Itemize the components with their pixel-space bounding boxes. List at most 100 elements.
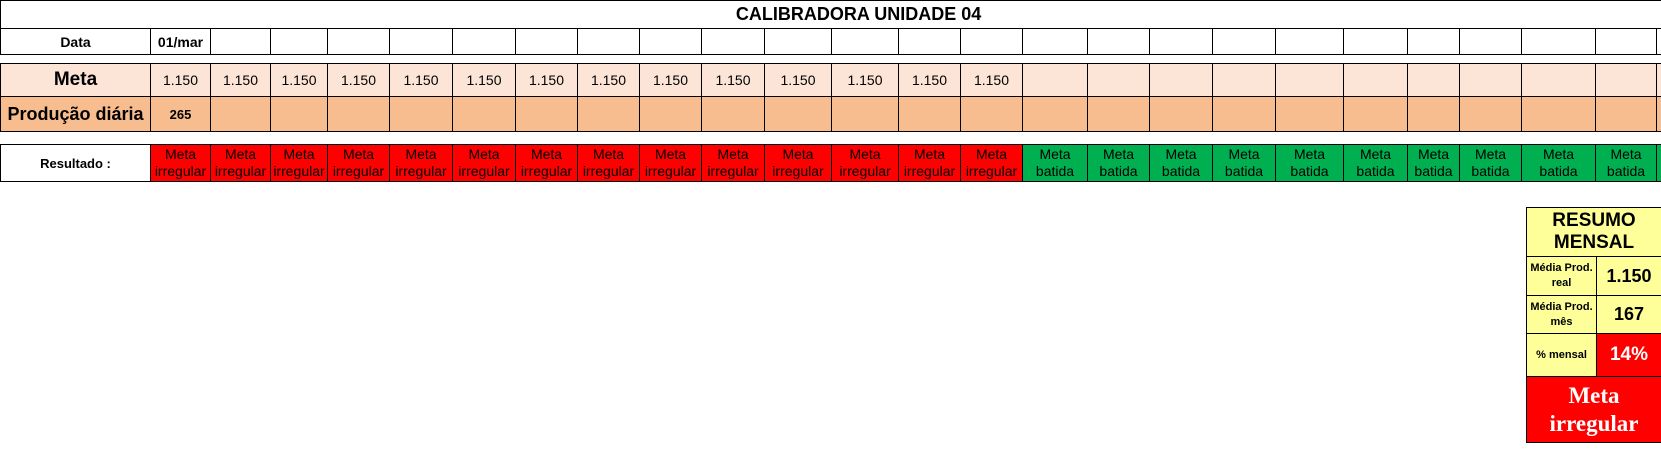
blank-cell[interactable] (701, 54, 765, 64)
meta-cell[interactable]: 1.150 (960, 63, 1023, 97)
date-cell[interactable] (1521, 28, 1596, 55)
date-cell[interactable] (210, 28, 271, 55)
blank-cell[interactable] (960, 54, 1023, 64)
resultado-cell[interactable]: Meta irregular (210, 144, 271, 182)
meta-cell[interactable] (1521, 63, 1596, 97)
meta-cell[interactable]: 1.150 (577, 63, 640, 97)
blank-row[interactable] (0, 54, 151, 64)
producao-cell[interactable] (577, 96, 640, 132)
blank-cell[interactable] (1459, 131, 1522, 145)
producao-cell[interactable] (210, 96, 271, 132)
resultado-cell[interactable]: Meta irregular (577, 144, 640, 182)
resultado-cell[interactable]: Meta irregular (452, 144, 516, 182)
date-cell[interactable] (898, 28, 961, 55)
resultado-cell[interactable]: Meta irregular (389, 144, 453, 182)
blank-cell[interactable] (1022, 54, 1088, 64)
blank-cell[interactable] (898, 131, 961, 145)
date-cell[interactable] (515, 28, 578, 55)
date-cell[interactable] (701, 28, 765, 55)
blank-cell[interactable] (1521, 54, 1596, 64)
date-cell[interactable] (1407, 28, 1460, 55)
meta-cell[interactable]: 1.150 (701, 63, 765, 97)
producao-cell[interactable] (452, 96, 516, 132)
blank-cell[interactable] (1087, 131, 1150, 145)
meta-cell[interactable] (1655, 63, 1661, 97)
blank-cell[interactable] (639, 131, 702, 145)
date-cell[interactable] (1212, 28, 1276, 55)
producao-cell[interactable] (1655, 96, 1661, 132)
resultado-cell[interactable]: Meta irregular (270, 144, 328, 182)
blank-cell[interactable] (210, 54, 271, 64)
date-cell[interactable] (639, 28, 702, 55)
date-cell[interactable] (1275, 28, 1344, 55)
meta-cell[interactable]: 1.150 (764, 63, 832, 97)
blank-cell[interactable] (515, 131, 578, 145)
blank-cell[interactable] (389, 131, 453, 145)
blank-cell[interactable] (1521, 131, 1596, 145)
media-real-label[interactable]: Média Prod. real (1526, 256, 1597, 296)
blank-cell[interactable] (327, 131, 390, 145)
producao-cell[interactable] (270, 96, 328, 132)
producao-cell[interactable] (1459, 96, 1522, 132)
blank-cell[interactable] (898, 54, 961, 64)
resultado-cell[interactable]: Meta irregular (960, 144, 1023, 182)
blank-cell[interactable] (270, 131, 328, 145)
blank-cell[interactable] (639, 54, 702, 64)
meta-cell[interactable] (1343, 63, 1408, 97)
resultado-cell[interactable]: Meta irregular (898, 144, 961, 182)
producao-cell[interactable] (960, 96, 1023, 132)
producao-cell[interactable] (1407, 96, 1460, 132)
meta-cell[interactable]: 1.150 (515, 63, 578, 97)
meta-cell[interactable] (1022, 63, 1088, 97)
media-mes-label[interactable]: Média Prod. mês (1526, 295, 1597, 334)
meta-cell[interactable] (1212, 63, 1276, 97)
blank-cell[interactable] (701, 131, 765, 145)
meta-cell[interactable] (1087, 63, 1150, 97)
resultado-cell[interactable]: Meta irregular (831, 144, 899, 182)
date-cell[interactable] (1595, 28, 1657, 55)
blank-cell[interactable] (1595, 54, 1657, 64)
meta-cell[interactable] (1149, 63, 1213, 97)
blank-cell[interactable] (831, 54, 899, 64)
meta-cell[interactable]: 1.150 (210, 63, 271, 97)
resultado-cell[interactable]: Meta irregular (639, 144, 702, 182)
resultado-cell[interactable]: Meta irregular (150, 144, 211, 182)
label-producao[interactable]: Produção diária (0, 96, 151, 132)
date-cell[interactable] (1459, 28, 1522, 55)
blank-cell[interactable] (1149, 54, 1213, 64)
blank-cell[interactable] (1149, 131, 1213, 145)
date-cell[interactable] (577, 28, 640, 55)
resultado-cell[interactable]: Meta batida (1595, 144, 1657, 182)
date-cell[interactable] (327, 28, 390, 55)
meta-cell[interactable]: 1.150 (452, 63, 516, 97)
producao-cell[interactable] (1343, 96, 1408, 132)
resultado-cell[interactable]: Meta batida (1022, 144, 1088, 182)
blank-cell[interactable] (1212, 131, 1276, 145)
blank-cell[interactable] (764, 54, 832, 64)
producao-cell[interactable]: 265 (150, 96, 211, 132)
media-real-value[interactable]: 1.150 (1596, 256, 1661, 296)
date-cell[interactable] (270, 28, 328, 55)
blank-cell[interactable] (1459, 54, 1522, 64)
blank-cell[interactable] (1595, 131, 1657, 145)
blank-row[interactable] (0, 131, 151, 145)
producao-cell[interactable] (1022, 96, 1088, 132)
resultado-cell[interactable]: Meta irregular (515, 144, 578, 182)
blank-cell[interactable] (389, 54, 453, 64)
resultado-cell[interactable]: Meta batida (1407, 144, 1460, 182)
blank-cell[interactable] (764, 131, 832, 145)
producao-cell[interactable] (764, 96, 832, 132)
blank-cell[interactable] (210, 131, 271, 145)
meta-cell[interactable] (1275, 63, 1344, 97)
date-cell[interactable] (831, 28, 899, 55)
label-resultado[interactable]: Resultado : (0, 144, 151, 182)
producao-cell[interactable] (831, 96, 899, 132)
date-cell[interactable] (452, 28, 516, 55)
date-cell[interactable] (1343, 28, 1408, 55)
meta-cell[interactable]: 1.150 (389, 63, 453, 97)
blank-cell[interactable] (1022, 131, 1088, 145)
blank-cell[interactable] (1087, 54, 1150, 64)
blank-cell[interactable] (270, 54, 328, 64)
resumo-title[interactable]: RESUMO MENSAL (1526, 207, 1661, 257)
blank-cell[interactable] (515, 54, 578, 64)
